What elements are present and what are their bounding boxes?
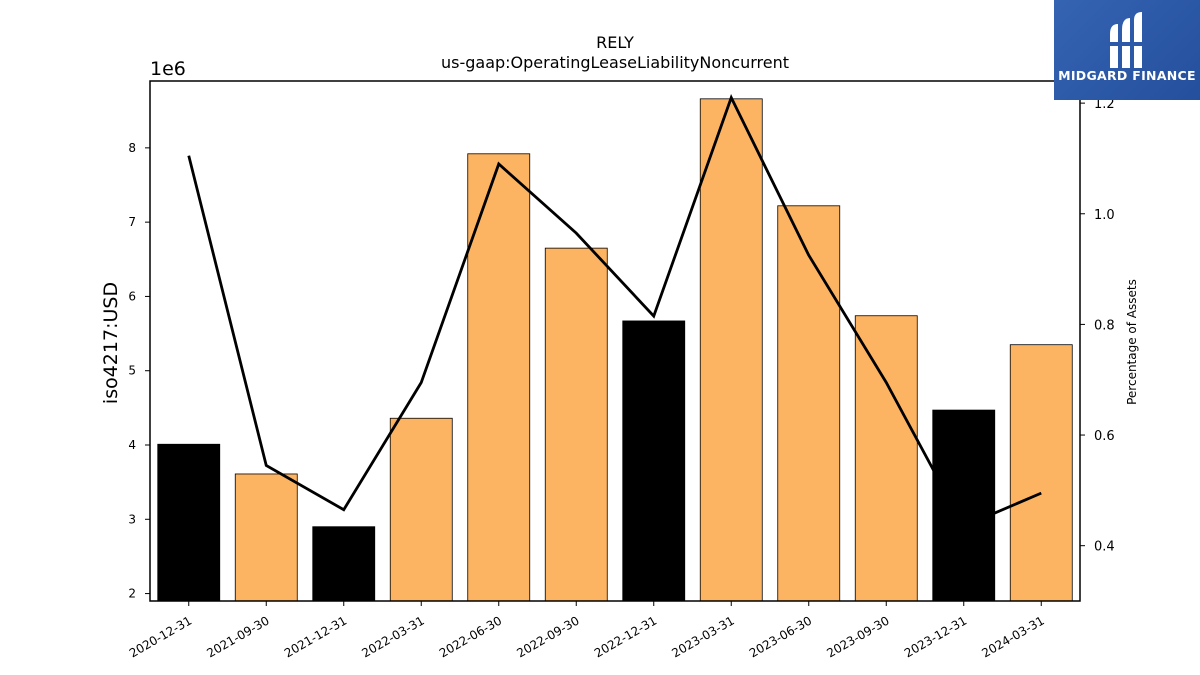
x-tick-label: 2023-12-31	[902, 613, 969, 660]
y-tick-label: 5	[128, 364, 136, 378]
x-tick-label: 2021-12-31	[282, 613, 349, 660]
bars-layer	[157, 98, 1073, 602]
y-tick-label: 4	[128, 438, 136, 452]
y-offset-label: 1e6	[150, 58, 186, 80]
bar-2023-06-30	[777, 205, 841, 602]
y-ticks: 2 3 4 5 6 7 8	[128, 141, 150, 601]
y2-ticks: 0.4 0.6 0.8 1.0 1.2	[1080, 97, 1115, 555]
bar-2022-09-30	[544, 247, 608, 602]
percentage-line	[187, 93, 1042, 529]
y-tick-label: 3	[128, 512, 136, 526]
y-tick-label: 8	[128, 141, 136, 155]
plot-frame	[149, 80, 1081, 602]
x-tick-label: 2024-03-31	[979, 613, 1046, 660]
y-tick-label: 7	[128, 215, 136, 229]
bar-2020-12-31	[157, 443, 221, 602]
y2-tick-label: 1.0	[1094, 208, 1115, 223]
x-tick-label: 2022-03-31	[359, 613, 426, 660]
brand-name: MIDGARD FINANCE	[1058, 68, 1196, 83]
line-layer	[187, 93, 1042, 529]
bar-2024-03-31	[1009, 344, 1073, 602]
x-tick-label: 2022-12-31	[592, 613, 659, 660]
x-tick-label: 2021-09-30	[204, 613, 271, 660]
bar-2022-03-31	[389, 417, 453, 602]
x-tick-label: 2023-09-30	[824, 613, 891, 660]
x-tick-label: 2022-09-30	[514, 613, 581, 660]
chart-subtitle: us-gaap:OperatingLeaseLiabilityNoncurren…	[441, 53, 789, 72]
bar-2022-06-30	[467, 153, 531, 602]
y2-axis-label: Percentage of Assets	[1125, 279, 1139, 405]
bar-2022-12-31	[622, 320, 686, 602]
brand-logo: MIDGARD FINANCE	[1054, 0, 1200, 100]
y2-tick-label: 0.8	[1094, 318, 1115, 333]
chart-title: RELY	[596, 33, 634, 52]
x-tick-label: 2023-03-31	[669, 613, 736, 660]
bar-2023-09-30	[854, 315, 918, 602]
x-tick-label: 2022-06-30	[437, 613, 504, 660]
bar-2023-12-31	[932, 409, 996, 602]
bar-2023-03-31	[699, 98, 763, 602]
bar-2021-09-30	[234, 473, 298, 602]
x-tick-label: 2020-12-31	[127, 613, 194, 660]
y2-tick-label: 1.2	[1094, 97, 1115, 112]
bar-2021-12-31	[312, 526, 376, 602]
midgard-logo-icon	[1108, 12, 1144, 68]
x-tick-label: 2023-06-30	[747, 613, 814, 660]
y2-tick-label: 0.4	[1094, 540, 1115, 555]
y-axis-label: iso4217:USD	[100, 282, 122, 404]
y2-tick-label: 0.6	[1094, 429, 1115, 444]
y-tick-label: 6	[128, 289, 136, 303]
y-tick-label: 2	[128, 587, 136, 601]
x-ticks: 2020-12-31 2021-09-30 2021-12-31 2022-03-31…	[127, 601, 1047, 660]
